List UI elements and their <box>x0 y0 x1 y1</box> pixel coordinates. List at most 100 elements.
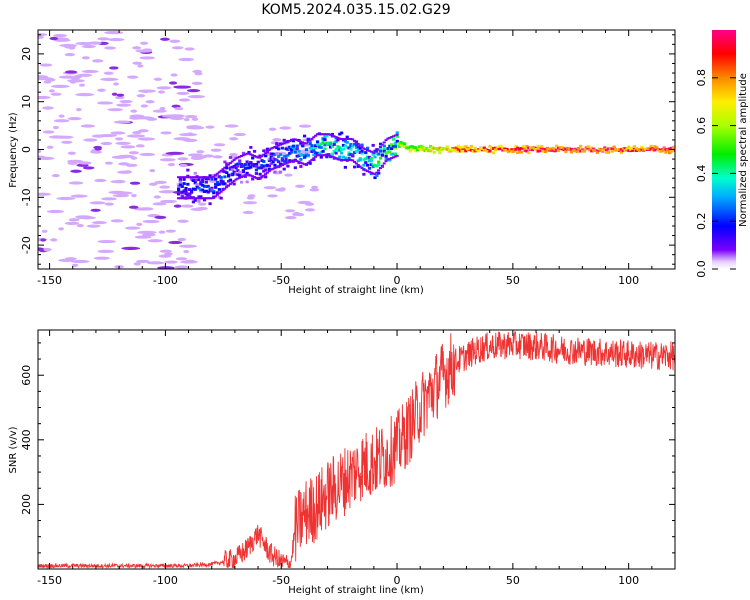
spectrogram-ridge-cell <box>364 148 368 151</box>
spectrogram-ridge-cell <box>430 146 435 150</box>
spectrogram-ridge-cell <box>458 149 462 153</box>
spectrogram-noise-cell <box>298 124 312 128</box>
spectrogram-noise-cell <box>55 135 74 139</box>
spectrogram-ridge-cell <box>373 149 377 153</box>
spectrogram-xtick-label: 0 <box>394 274 401 287</box>
spectrogram-ridge-cell <box>291 146 296 150</box>
spectrogram-ridge-cell <box>243 174 247 177</box>
spectrogram-noise-cell <box>159 106 166 111</box>
spectrogram-ridge-cell <box>336 136 340 139</box>
spectrogram-ridge-cell <box>295 160 299 163</box>
spectrogram-noise-cell <box>69 80 77 84</box>
spectrogram-ridge-cell <box>456 144 460 148</box>
spectrogram-noise-cell <box>202 154 214 158</box>
spectrogram-noise-cell <box>50 84 70 89</box>
spectrogram-ridge-cell <box>336 145 340 148</box>
spectrogram-ridge-cell <box>301 142 305 146</box>
spectrogram-ridge-cell <box>212 196 216 199</box>
spectrogram-ridge-cell <box>271 146 275 149</box>
spectrogram-noise-cell <box>91 59 104 63</box>
spectrogram-ridge-cell <box>247 166 251 170</box>
spectrogram-noise-cell <box>130 109 138 113</box>
spectrogram-ridge-cell <box>386 137 390 140</box>
spectrogram-noise-cell <box>80 124 96 128</box>
spectrogram-ridge-cell <box>245 180 249 184</box>
spectrogram-ridge-cell <box>543 148 548 151</box>
spectrogram-noise-cell <box>116 180 125 184</box>
spectrogram-ridge-cell <box>510 148 514 151</box>
spectrogram-noise-cell <box>309 188 320 192</box>
spectrogram-ridge-cell <box>321 149 325 153</box>
spectrogram-ridge-cell <box>623 149 627 153</box>
spectrogram-noise-cell <box>297 200 312 205</box>
spectrogram-ridge-cell <box>375 152 379 155</box>
spectrogram-ridge-cell <box>456 147 460 151</box>
spectrogram-ridge-cell <box>308 140 312 144</box>
spectrogram-ridge-cell <box>427 149 431 153</box>
spectrogram-noise-cell <box>152 109 167 113</box>
spectrogram-ridge-cell <box>260 159 264 162</box>
spectrogram-ridge-cell <box>275 145 279 148</box>
spectrogram-noise-cell <box>304 208 316 212</box>
spectrogram-noise-cell <box>135 144 145 148</box>
spectrogram-ridge-cell <box>310 145 314 149</box>
spectrogram-noise-cell <box>56 196 76 201</box>
spectrogram-ridge-cell <box>506 148 511 152</box>
spectrogram-ridge-cell <box>429 145 433 148</box>
spectrogram-ridge-cell <box>429 149 433 153</box>
spectrogram-ridge-cell <box>532 147 536 150</box>
spectrogram-noise-cell <box>86 224 101 228</box>
spectrogram-ridge-cell <box>471 149 475 153</box>
spectrogram-ridge-cell <box>384 157 388 161</box>
spectrogram-noise-cell <box>168 240 183 245</box>
spectrogram-ridge-cell <box>291 159 295 162</box>
spectrogram-ridge-cell <box>186 182 190 186</box>
spectrogram-noise-cell <box>153 195 161 199</box>
spectrogram-ridge-cell <box>634 146 638 150</box>
spectrogram-ridge-cell <box>393 146 397 150</box>
spectrogram-ridge-cell <box>182 178 186 181</box>
spectrogram-ridge-cell <box>199 195 203 199</box>
spectrogram-ridge-cell <box>234 163 238 167</box>
spectrogram-ridge-cell <box>378 149 383 153</box>
spectrogram-ridge-cell <box>299 153 303 156</box>
spectrogram-ridge-cell <box>393 145 397 148</box>
spectrogram-ridge-cell <box>384 139 388 142</box>
spectrogram-ridge-cell <box>191 197 195 200</box>
spectrogram-ridge-cell <box>497 147 501 151</box>
spectrogram-ridge-cell <box>377 152 381 156</box>
spectrogram-ridge-cell <box>325 141 329 145</box>
spectrogram-ridge-cell <box>204 177 208 181</box>
spectrogram-noise-cell <box>285 209 296 213</box>
spectrogram-ridge-cell <box>386 158 390 161</box>
spectrogram-ridge-cell <box>241 151 246 155</box>
spectrogram-ridge-cell <box>251 175 255 178</box>
spectrogram-ridge-cell <box>236 164 240 168</box>
spectrogram-ridge-cell <box>251 156 255 160</box>
spectrogram-ridge-cell <box>267 149 271 152</box>
spectrogram-ridge-cell <box>640 145 644 149</box>
spectrogram-ridge-cell <box>349 142 353 146</box>
spectrogram-noise-cell <box>142 233 156 237</box>
spectrogram-noise-cell <box>38 95 51 100</box>
spectrogram-noise-cell <box>91 220 107 225</box>
spectrogram-ridge-cell <box>238 162 242 166</box>
spectrogram-ridge-cell <box>375 164 379 168</box>
spectrogram-ridge-cell <box>225 184 229 188</box>
spectrogram-noise-cell <box>116 103 132 107</box>
spectrogram-ridge-cell <box>395 133 399 136</box>
spectrogram-ridge-cell <box>375 174 379 178</box>
spectrogram-ridge-cell <box>349 137 353 140</box>
spectrogram-ridge-cell <box>525 149 529 153</box>
spectrogram-ridge-cell <box>286 164 290 168</box>
spectrogram-ridge-cell <box>378 167 382 170</box>
spectrogram-ridge-cell <box>178 179 183 182</box>
spectrogram-ridge-cell <box>340 131 344 135</box>
spectrogram-noise-cell <box>180 260 198 264</box>
spectrogram-noise-cell <box>81 44 96 49</box>
spectrogram-ridge-cell <box>530 148 535 152</box>
spectrogram-ridge-cell <box>191 176 195 179</box>
spectrogram-ridge-cell <box>349 144 353 148</box>
spectrogram-ridge-cell <box>245 166 249 170</box>
spectrogram-ridge-cell <box>562 146 566 150</box>
